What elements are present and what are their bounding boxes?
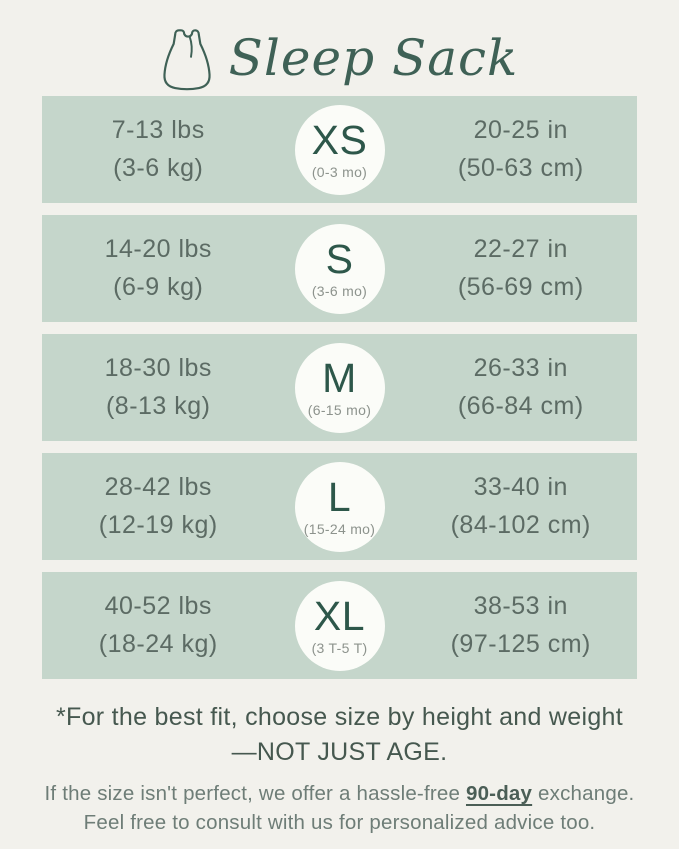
size-letter: S — [325, 235, 354, 282]
size-row: 40-52 lbs (18-24 kg) XL (3 T-5 T) 38-53 … — [42, 572, 637, 679]
height-cm: (97-125 cm) — [450, 629, 591, 658]
size-row: 18-30 lbs (8-13 kg) M (6-15 mo) 26-33 in… — [42, 334, 637, 441]
height-in: 20-25 in — [473, 116, 568, 144]
height-in: 22-27 in — [473, 235, 568, 263]
weight-lbs: 7-13 lbs — [111, 116, 205, 144]
exchange-highlight: 90-day — [465, 782, 533, 805]
size-letter: XS — [311, 116, 368, 163]
age-range: (15-24 mo) — [303, 520, 376, 537]
weight-lbs: 18-30 lbs — [104, 354, 212, 382]
weight-range: 7-13 lbs (3-6 kg) — [42, 112, 275, 187]
weight-kg: (3-6 kg) — [113, 153, 204, 182]
fit-note-line2: —NOT JUST AGE. — [231, 737, 448, 766]
size-letter: M — [322, 354, 357, 401]
age-range: (6-15 mo) — [307, 401, 372, 418]
height-range: 38-53 in (97-125 cm) — [405, 588, 638, 663]
weight-range: 18-30 lbs (8-13 kg) — [42, 350, 275, 425]
height-range: 33-40 in (84-102 cm) — [405, 469, 638, 544]
height-cm: (84-102 cm) — [450, 510, 591, 539]
exchange-line: If the size isn't perfect, we offer a ha… — [0, 779, 679, 808]
size-badge: XS (0-3 mo) — [294, 104, 385, 195]
height-range: 22-27 in (56-69 cm) — [405, 231, 638, 306]
exchange-prefix: If the size isn't perfect, we offer a ha… — [44, 782, 466, 805]
size-badge: L (15-24 mo) — [294, 461, 385, 552]
exchange-note: If the size isn't perfect, we offer a ha… — [0, 779, 679, 837]
weight-range: 28-42 lbs (12-19 kg) — [42, 469, 275, 544]
weight-kg: (6-9 kg) — [113, 272, 204, 301]
weight-kg: (18-24 kg) — [98, 629, 218, 658]
age-range: (0-3 mo) — [311, 163, 368, 180]
height-range: 20-25 in (50-63 cm) — [405, 112, 638, 187]
fit-note-line1: *For the best fit, choose size by height… — [55, 703, 623, 731]
height-range: 26-33 in (66-84 cm) — [405, 350, 638, 425]
weight-lbs: 14-20 lbs — [104, 235, 212, 263]
size-badge: M (6-15 mo) — [294, 342, 385, 433]
weight-range: 40-52 lbs (18-24 kg) — [42, 588, 275, 663]
size-rows: 7-13 lbs (3-6 kg) XS (0-3 mo) 20-25 in (… — [0, 96, 679, 691]
height-cm: (56-69 cm) — [457, 272, 584, 301]
weight-lbs: 28-42 lbs — [104, 473, 212, 501]
size-letter: XL — [313, 592, 366, 639]
exchange-suffix: exchange. — [532, 782, 635, 805]
advice-line: Feel free to consult with us for persona… — [83, 811, 596, 835]
size-row: 7-13 lbs (3-6 kg) XS (0-3 mo) 20-25 in (… — [42, 96, 637, 203]
weight-range: 14-20 lbs (6-9 kg) — [42, 231, 275, 306]
fit-note: *For the best fit, choose size by height… — [0, 700, 679, 769]
height-cm: (50-63 cm) — [457, 153, 584, 182]
height-in: 38-53 in — [473, 592, 568, 620]
age-range: (3 T-5 T) — [311, 639, 368, 656]
height-in: 33-40 in — [473, 473, 568, 501]
weight-kg: (8-13 kg) — [105, 391, 211, 420]
size-row: 28-42 lbs (12-19 kg) L (15-24 mo) 33-40 … — [42, 453, 637, 560]
age-range: (3-6 mo) — [311, 282, 368, 299]
height-in: 26-33 in — [473, 354, 568, 382]
height-cm: (66-84 cm) — [457, 391, 584, 420]
size-badge: XL (3 T-5 T) — [294, 580, 385, 671]
size-letter: L — [327, 473, 352, 520]
sleep-sack-icon — [163, 29, 211, 91]
header: Sleep Sack — [0, 0, 679, 96]
page-title: Sleep Sack — [228, 29, 519, 87]
size-row: 14-20 lbs (6-9 kg) S (3-6 mo) 22-27 in (… — [42, 215, 637, 322]
weight-kg: (12-19 kg) — [98, 510, 218, 539]
size-badge: S (3-6 mo) — [294, 223, 385, 314]
weight-lbs: 40-52 lbs — [104, 592, 212, 620]
